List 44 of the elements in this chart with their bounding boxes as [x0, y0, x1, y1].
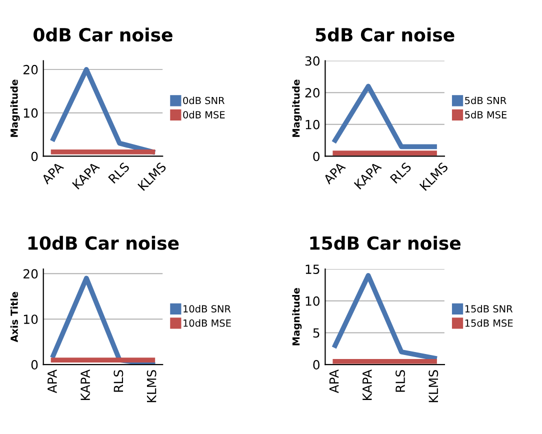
- x-tick-label: RLS: [396, 370, 406, 392]
- legend-label: 10dB MSE: [184, 319, 231, 327]
- y-tick-label: 20: [24, 269, 38, 279]
- y-tick-label: 0: [313, 360, 320, 370]
- y-tick-label: 15: [306, 264, 320, 274]
- legend-label: 5dB SNR: [465, 96, 506, 104]
- y-axis-title: Axis Title: [10, 292, 18, 342]
- x-tick-label: KAPA: [362, 370, 372, 400]
- x-tick-label: APA: [48, 370, 57, 394]
- y-axis-title: Magnitude: [292, 80, 302, 137]
- x-tick-label: KLMS: [146, 370, 156, 402]
- chart-title: 15dB Car noise: [310, 236, 461, 250]
- x-tick-label: RLS: [390, 162, 412, 184]
- legend-label: 5dB MSE: [465, 110, 507, 118]
- y-tick-label: 0: [31, 360, 38, 370]
- y-tick-label: 10: [24, 314, 38, 324]
- chart-title: 10dB Car noise: [28, 236, 179, 250]
- y-tick-label: 30: [305, 56, 320, 66]
- y-tick-label: 0: [313, 152, 320, 162]
- legend-label: 15dB SNR: [465, 304, 513, 313]
- y-tick-label: 10: [306, 296, 320, 306]
- y-tick-label: 5: [313, 328, 320, 338]
- line-series: [50, 67, 156, 154]
- y-tick-label: 0: [31, 152, 38, 162]
- legend-label: 10dB SNR: [184, 304, 231, 313]
- legend-label: 0dB MSE: [183, 110, 225, 118]
- x-tick-label: RLS: [108, 162, 130, 184]
- x-tick-label: APA: [322, 161, 346, 185]
- y-tick-label: 20: [305, 88, 320, 98]
- x-tick-label: APA: [329, 370, 339, 394]
- x-tick-label: RLS: [114, 370, 124, 392]
- chart-title: 5dB Car noise: [316, 28, 454, 42]
- line-series: [332, 273, 437, 361]
- x-tick-label: KAPA: [80, 370, 90, 400]
- y-axis-title: Magnitude: [292, 288, 302, 346]
- x-tick-label: APA: [40, 161, 64, 185]
- legend-label: 15dB MSE: [465, 319, 513, 327]
- x-tick-label: KLMS: [428, 370, 438, 402]
- y-axis-title: Magnitude: [10, 80, 20, 137]
- y-tick-label: 20: [24, 64, 38, 74]
- chart-title: 0dB Car noise: [34, 28, 172, 42]
- y-tick-label: 10: [306, 120, 320, 130]
- legend-label: 0dB SNR: [183, 96, 225, 104]
- y-tick-label: 10: [24, 108, 38, 118]
